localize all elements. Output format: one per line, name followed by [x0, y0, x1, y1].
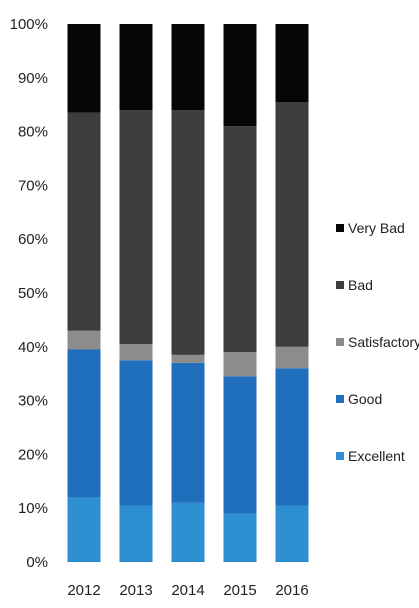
y-tick-label: 100% [10, 16, 48, 33]
legend-label: Good [348, 391, 382, 407]
legend-swatch-excellent [336, 452, 344, 460]
legend-label: Excellent [348, 448, 405, 464]
bar-segment-good-2013 [119, 360, 153, 506]
bar-segment-bad-2013 [119, 110, 153, 345]
bar-segment-very-bad-2014 [171, 24, 205, 111]
legend-swatch-satisfactory [336, 338, 344, 346]
bar-segment-bad-2016 [275, 102, 309, 347]
y-tick-label: 70% [18, 177, 48, 194]
legend-swatch-bad [336, 281, 344, 289]
bar-segment-good-2015 [223, 376, 257, 514]
bar-segment-excellent-2012 [67, 497, 101, 562]
bar-segment-excellent-2014 [171, 502, 205, 562]
y-tick-label: 0% [26, 554, 48, 571]
legend-label: Bad [348, 277, 373, 293]
bar-segment-good-2012 [67, 349, 101, 498]
bar-segment-satisfactory-2016 [275, 346, 309, 369]
bar-segment-very-bad-2015 [223, 24, 257, 127]
bar-segment-satisfactory-2014 [171, 354, 205, 363]
bar-segment-good-2014 [171, 362, 205, 503]
legend-swatch-good [336, 395, 344, 403]
y-tick-label: 40% [18, 339, 48, 356]
y-tick-label: 50% [18, 285, 48, 302]
x-axis-labels: 2012 2013 2014 2015 2016 [67, 582, 308, 599]
bars [67, 24, 309, 562]
bar-segment-excellent-2013 [119, 505, 153, 562]
y-tick-label: 80% [18, 124, 48, 141]
bar-segment-satisfactory-2012 [67, 330, 101, 350]
bar-segment-bad-2014 [171, 110, 205, 355]
x-tick-label: 2012 [67, 582, 100, 599]
bar-segment-bad-2012 [67, 112, 101, 331]
x-tick-label: 2015 [223, 582, 256, 599]
bar-segment-good-2016 [275, 368, 309, 506]
y-tick-label: 90% [18, 70, 48, 87]
legend-swatch-very-bad [336, 224, 344, 232]
bar-segment-very-bad-2012 [67, 24, 101, 113]
y-tick-label: 20% [18, 446, 48, 463]
y-tick-label: 30% [18, 393, 48, 410]
x-tick-label: 2016 [275, 582, 308, 599]
y-tick-label: 60% [18, 231, 48, 248]
x-tick-label: 2014 [171, 582, 204, 599]
bar-segment-excellent-2015 [223, 513, 257, 562]
y-axis-labels: 0% 10% 20% 30% 40% 50% 60% 70% 80% 90% 100% [10, 16, 48, 571]
bar-segment-satisfactory-2015 [223, 352, 257, 377]
x-tick-label: 2013 [119, 582, 152, 599]
bar-segment-satisfactory-2013 [119, 344, 153, 361]
legend-label: Very Bad [348, 220, 405, 236]
bar-segment-very-bad-2016 [275, 24, 309, 103]
legend: Very Bad Bad Satisfactory Good Excellent [336, 220, 419, 464]
legend-label: Satisfactory [348, 334, 419, 350]
bar-segment-bad-2015 [223, 126, 257, 353]
bar-segment-very-bad-2013 [119, 24, 153, 111]
y-tick-label: 10% [18, 500, 48, 517]
bar-segment-excellent-2016 [275, 505, 309, 562]
